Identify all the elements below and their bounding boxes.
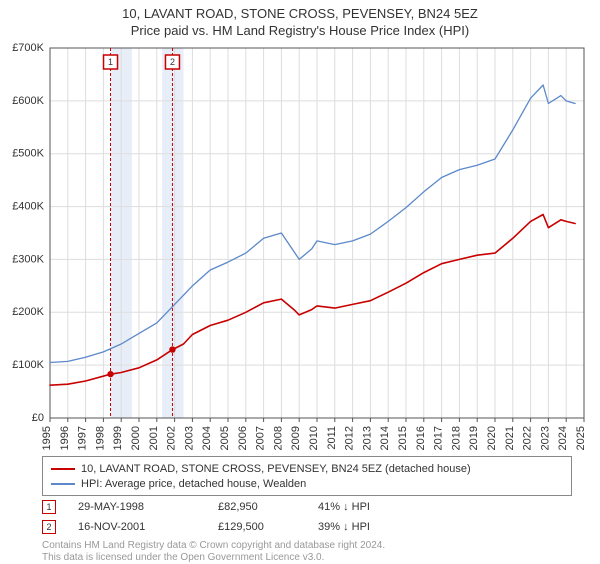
legend-row: HPI: Average price, detached house, Weal… xyxy=(51,476,563,491)
marker-label: 2 xyxy=(170,57,175,67)
x-tick-label: 2018 xyxy=(450,426,462,450)
sale-marker: 1 xyxy=(42,500,56,514)
y-tick-label: £300K xyxy=(12,253,44,265)
sale-pct: 39% ↓ HPI xyxy=(318,521,438,533)
x-tick-label: 2015 xyxy=(397,426,409,450)
x-tick-label: 2003 xyxy=(183,426,195,450)
x-tick-label: 2002 xyxy=(166,426,178,450)
x-tick-label: 2006 xyxy=(237,426,249,450)
y-tick-label: £500K xyxy=(12,148,44,160)
sale-price: £82,950 xyxy=(218,501,318,513)
x-tick-label: 2017 xyxy=(433,426,445,450)
x-tick-label: 1999 xyxy=(112,426,124,450)
y-tick-label: £0 xyxy=(32,412,44,424)
footer-block: 1 29-MAY-1998£82,95041% ↓ HPI 2 16-NOV-2001… xyxy=(42,497,572,564)
legend-row: 10, LAVANT ROAD, STONE CROSS, PEVENSEY, … xyxy=(51,461,563,476)
legend-label: HPI: Average price, detached house, Weal… xyxy=(81,478,306,490)
x-tick-label: 2014 xyxy=(379,426,391,450)
x-tick-label: 1998 xyxy=(94,426,106,450)
x-tick-label: 2000 xyxy=(130,426,142,450)
sale-pct: 41% ↓ HPI xyxy=(318,501,438,513)
sale-marker: 2 xyxy=(42,520,56,534)
y-tick-label: £100K xyxy=(12,359,44,371)
sale-date: 16-NOV-2001 xyxy=(78,521,218,533)
x-tick-label: 2005 xyxy=(219,426,231,450)
x-tick-label: 2022 xyxy=(522,426,534,450)
x-tick-label: 2007 xyxy=(255,426,267,450)
attribution-line-2: This data is licensed under the Open Gov… xyxy=(42,552,572,564)
x-tick-label: 2009 xyxy=(290,426,302,450)
marker-label: 1 xyxy=(108,57,113,67)
legend-swatch xyxy=(51,483,75,485)
legend-series: 10, LAVANT ROAD, STONE CROSS, PEVENSEY, … xyxy=(42,456,572,496)
x-tick-label: 2011 xyxy=(326,426,338,450)
x-tick-label: 2023 xyxy=(539,426,551,450)
y-tick-label: £200K xyxy=(12,306,44,318)
x-tick-label: 2020 xyxy=(486,426,498,450)
chart-container: 10, LAVANT ROAD, STONE CROSS, PEVENSEY, … xyxy=(0,0,600,560)
sale-row: 1 29-MAY-1998£82,95041% ↓ HPI xyxy=(42,497,572,517)
x-tick-label: 1995 xyxy=(41,426,53,450)
x-tick-label: 1997 xyxy=(77,426,89,450)
x-tick-label: 2021 xyxy=(504,426,516,450)
x-tick-label: 2010 xyxy=(308,426,320,450)
x-tick-label: 2012 xyxy=(344,426,356,450)
x-tick-label: 2001 xyxy=(148,426,160,450)
x-tick-label: 2024 xyxy=(557,426,569,450)
y-tick-label: £400K xyxy=(12,200,44,212)
attribution-line-1: Contains HM Land Registry data © Crown c… xyxy=(42,540,572,552)
x-tick-label: 2013 xyxy=(361,426,373,450)
sale-price: £129,500 xyxy=(218,521,318,533)
sale-date: 29-MAY-1998 xyxy=(78,501,218,513)
x-tick-label: 1996 xyxy=(59,426,71,450)
chart-svg: £0 £100K £200K £300K £400K £500K £600K £700K 199… xyxy=(0,0,600,454)
legend-label: 10, LAVANT ROAD, STONE CROSS, PEVENSEY, … xyxy=(81,463,471,475)
x-tick-label: 2019 xyxy=(468,426,480,450)
legend-swatch xyxy=(51,468,75,470)
x-tick-label: 2008 xyxy=(272,426,284,450)
x-tick-label: 2016 xyxy=(415,426,427,450)
x-tick-label: 2004 xyxy=(201,426,213,450)
y-tick-label: £700K xyxy=(12,42,44,54)
attribution-text: Contains HM Land Registry data © Crown c… xyxy=(42,540,572,564)
y-tick-label: £600K xyxy=(12,95,44,107)
sale-row: 2 16-NOV-2001£129,50039% ↓ HPI xyxy=(42,517,572,537)
x-tick-label: 2025 xyxy=(575,426,587,450)
